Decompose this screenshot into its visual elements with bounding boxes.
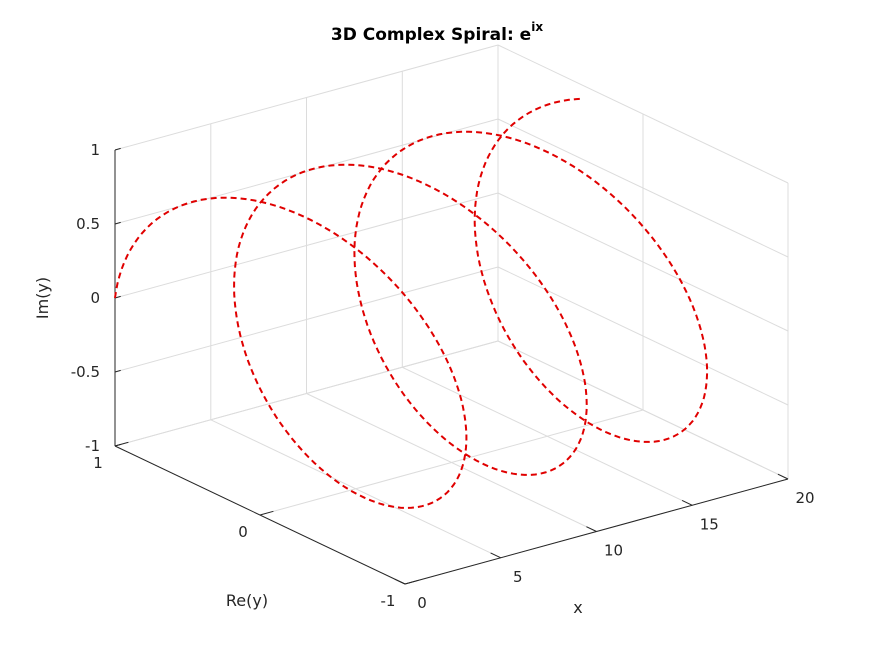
x-tick-label: 5 — [513, 568, 523, 586]
grid-line — [114, 340, 499, 447]
z-tick-label: 0 — [90, 289, 100, 307]
grid-line — [114, 44, 499, 151]
z-tick-mark — [114, 443, 121, 447]
z-tick-mark — [114, 147, 121, 151]
z-tick-mark — [114, 369, 121, 373]
chart-title-main: 3D Complex Spiral: e — [331, 25, 531, 45]
y-tick-label: -1 — [381, 592, 396, 610]
x-tick-label: 0 — [417, 594, 427, 612]
x-axis-label: x — [573, 598, 582, 617]
x-tick-label: 10 — [604, 542, 623, 560]
grid-line — [497, 118, 789, 258]
x-tick-mark — [586, 526, 597, 532]
axes — [114, 147, 789, 585]
z-tick-label: 0.5 — [76, 215, 100, 233]
grid-line — [259, 409, 644, 516]
grid-line — [114, 118, 499, 225]
grid-line — [497, 192, 789, 332]
y-axis-label: Re(y) — [226, 591, 268, 610]
x-tick-label: 15 — [700, 515, 719, 533]
x-tick-mark — [681, 499, 693, 506]
y-tick-label: 1 — [93, 454, 103, 472]
z-axis-label: Im(y) — [33, 277, 52, 319]
y-tick-label: 0 — [238, 523, 248, 541]
grid-line — [114, 192, 499, 299]
series-layer — [114, 97, 709, 509]
grid — [114, 44, 789, 585]
x-tick-mark — [394, 578, 406, 585]
x-tick-mark — [490, 552, 502, 559]
z-tick-label: -1 — [85, 437, 100, 455]
series-line — [114, 97, 709, 509]
x-tick-label: 20 — [795, 489, 814, 507]
z-tick-mark — [114, 221, 121, 225]
y-tick-mark — [404, 579, 419, 585]
x-tick-mark — [777, 473, 789, 480]
y-tick-mark — [259, 510, 274, 516]
z-tick-label: -0.5 — [71, 363, 100, 381]
z-tick-label: 1 — [90, 141, 100, 159]
chart-title: 3D Complex Spiral: eix — [331, 20, 543, 45]
chart-title-superscript: ix — [531, 20, 543, 34]
grid-line — [497, 44, 789, 184]
grid-line — [114, 266, 499, 373]
